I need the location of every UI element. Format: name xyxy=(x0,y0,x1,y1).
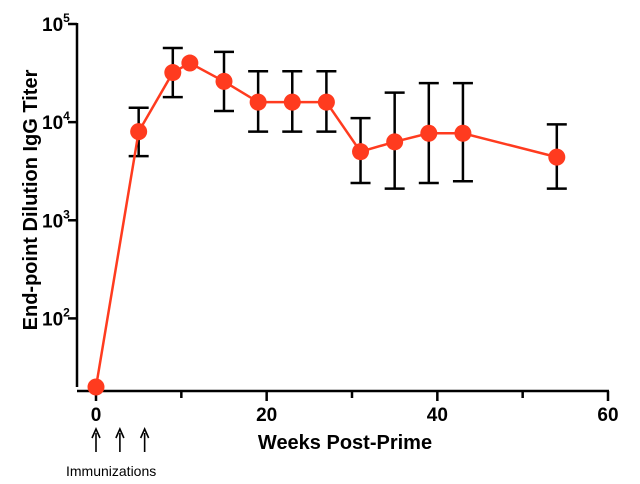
x-tick-label: 60 xyxy=(597,405,618,426)
data-point xyxy=(87,378,105,396)
arrow-head xyxy=(139,427,150,439)
immunization-arrow xyxy=(139,427,150,452)
immunization-arrow xyxy=(91,427,101,452)
data-point xyxy=(420,124,438,142)
arrow-head xyxy=(91,427,101,439)
immunization-annotations: Immunizations xyxy=(66,427,156,479)
y-tick-label: 104 xyxy=(42,109,70,134)
axis-labels: Weeks Post-Prime End-point Dilution IgG … xyxy=(20,69,432,454)
y-tick-label: 102 xyxy=(42,305,70,330)
immunizations-label: Immunizations xyxy=(66,463,156,479)
axes: 102 103 104 105 0 20 40 60 xyxy=(42,11,619,426)
arrow-head xyxy=(115,427,125,439)
data-point xyxy=(283,93,301,111)
data-point xyxy=(317,93,335,111)
y-tick-label: 103 xyxy=(42,207,70,232)
data-point xyxy=(164,64,182,82)
x-tick-label: 40 xyxy=(427,405,448,426)
data-point xyxy=(215,72,233,90)
x-tick-label: 20 xyxy=(256,405,277,426)
data-point xyxy=(249,93,267,111)
x-axis-title: Weeks Post-Prime xyxy=(258,432,432,454)
data-point xyxy=(454,124,472,142)
immunization-arrow xyxy=(115,427,125,452)
y-axis-title: End-point Dilution IgG Titer xyxy=(20,69,42,330)
data-point xyxy=(386,133,404,151)
data-point xyxy=(130,123,148,141)
data-point xyxy=(548,148,566,166)
y-tick-label: 105 xyxy=(42,11,70,36)
data-point xyxy=(181,54,199,72)
series xyxy=(87,54,566,396)
x-tick-label: 0 xyxy=(91,405,102,426)
data-point xyxy=(352,143,370,161)
